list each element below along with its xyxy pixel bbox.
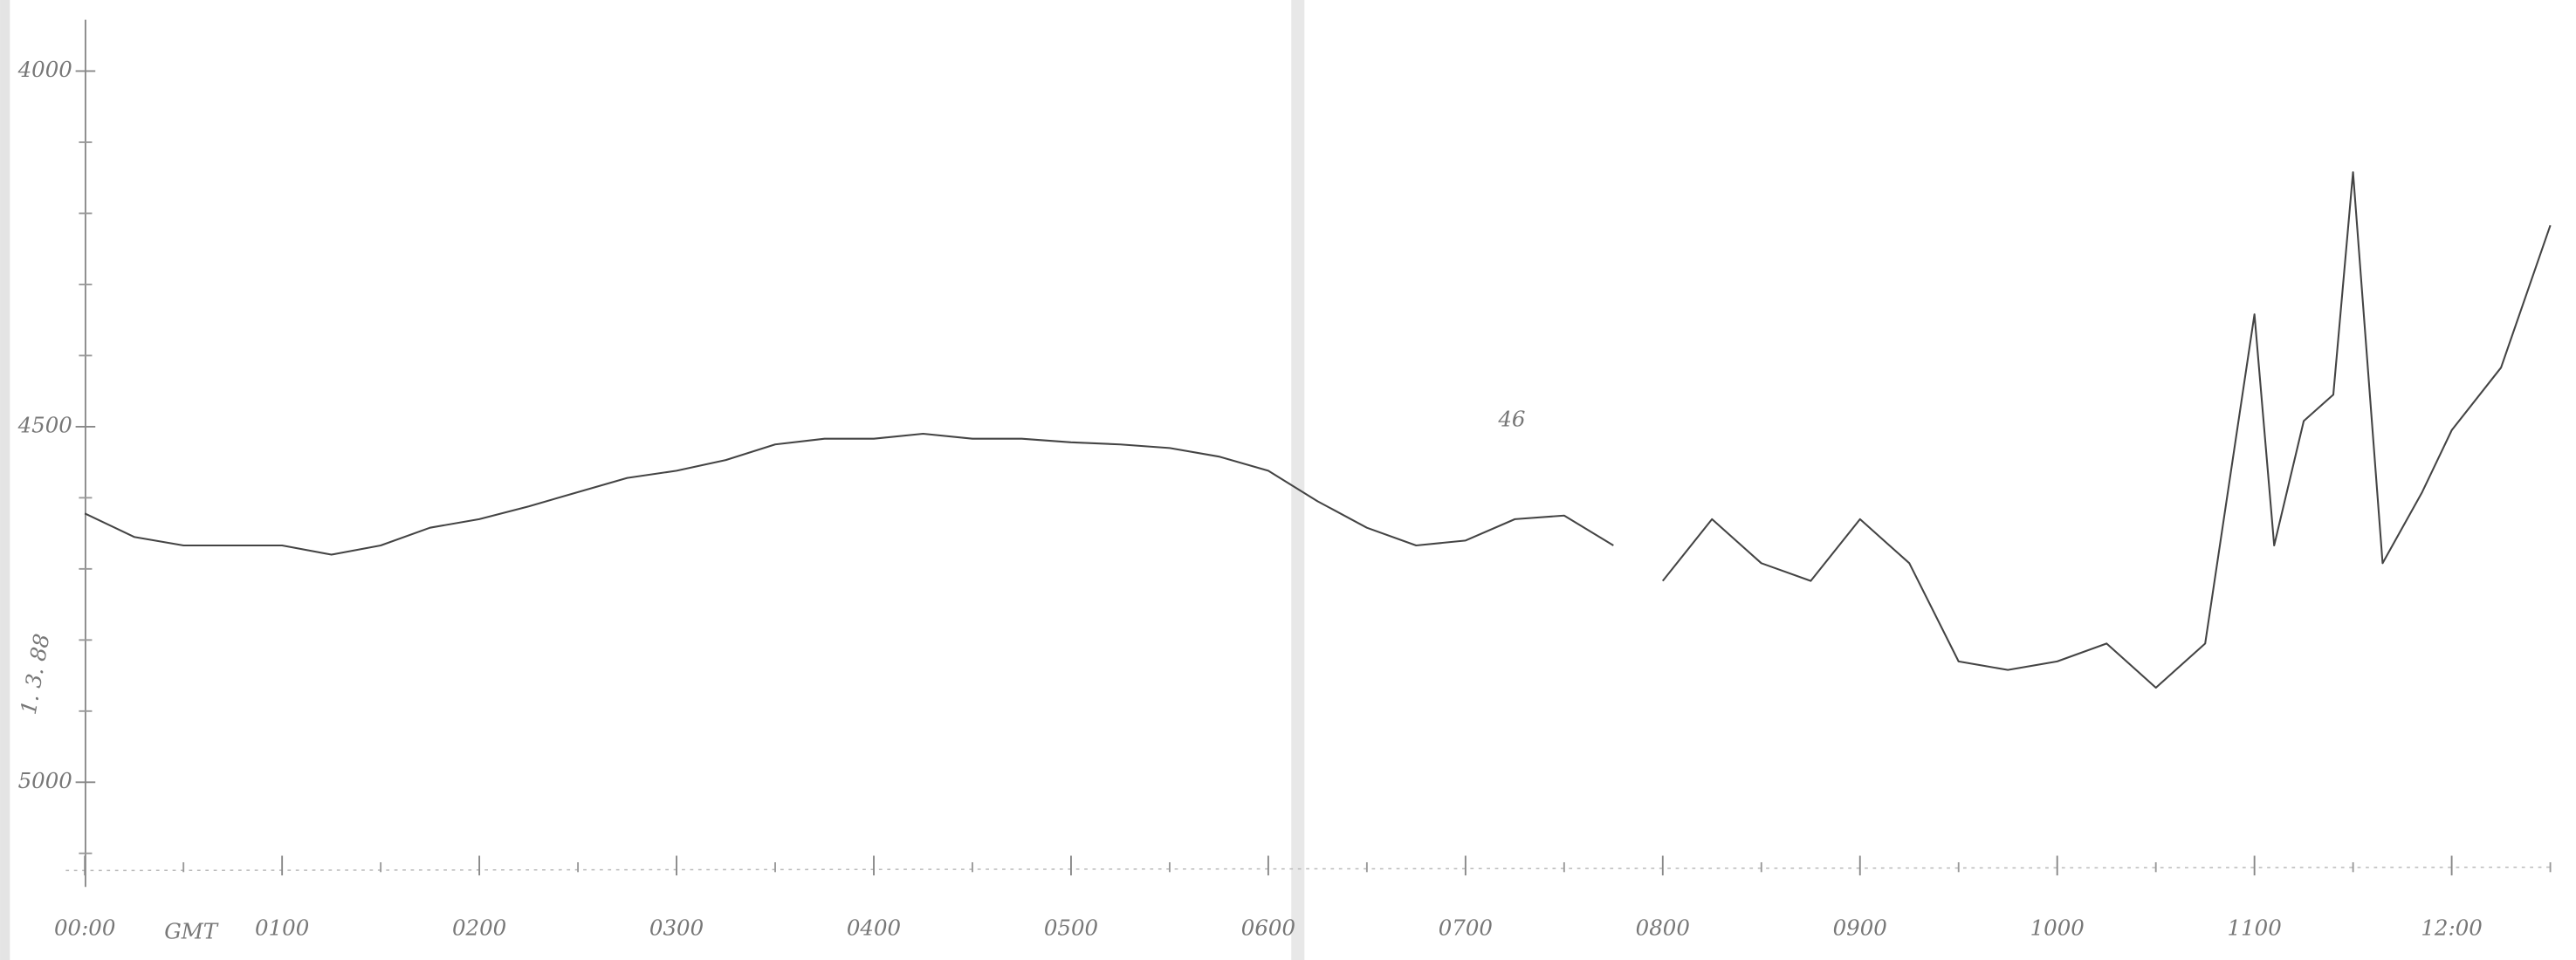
series-line <box>84 171 2552 689</box>
x-tick-label: 1100 <box>2228 915 2282 941</box>
x-tick-label: 1000 <box>2030 915 2085 941</box>
x-tick-label: 00:00 <box>54 915 115 941</box>
scan-edge <box>0 0 10 960</box>
page-gap <box>1291 0 1305 960</box>
x-tick-label: 0300 <box>649 915 704 941</box>
x-tick-label: 0400 <box>847 915 901 941</box>
x-tick-label: 12:00 <box>2421 915 2482 941</box>
x-tick-label: 0500 <box>1044 915 1098 941</box>
x-tick-label: 0700 <box>1439 915 1493 941</box>
annotation: 46 <box>1497 406 1525 431</box>
y-tick-label: 4000 <box>17 57 72 82</box>
x-tick-label: 0100 <box>255 915 309 941</box>
x-tick-label: 0900 <box>1833 915 1887 941</box>
y-tick-label: 5000 <box>18 768 72 793</box>
x-tick-label: 0600 <box>1241 915 1295 941</box>
x-tick-label: 0200 <box>452 915 506 941</box>
x-tick-label: 0800 <box>1636 915 1690 941</box>
y-tick-label: 4500 <box>17 412 72 437</box>
x-axis-label: GMT <box>164 918 219 943</box>
